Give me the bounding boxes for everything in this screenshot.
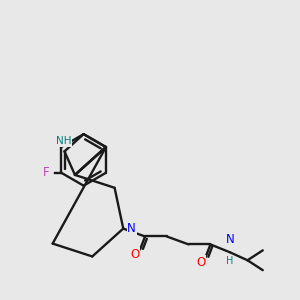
Text: N: N	[127, 222, 136, 235]
Text: F: F	[43, 166, 50, 179]
Text: N: N	[226, 233, 234, 246]
Text: O: O	[130, 248, 140, 261]
Text: NH: NH	[56, 136, 71, 146]
Text: H: H	[226, 256, 234, 266]
Text: O: O	[196, 256, 205, 269]
